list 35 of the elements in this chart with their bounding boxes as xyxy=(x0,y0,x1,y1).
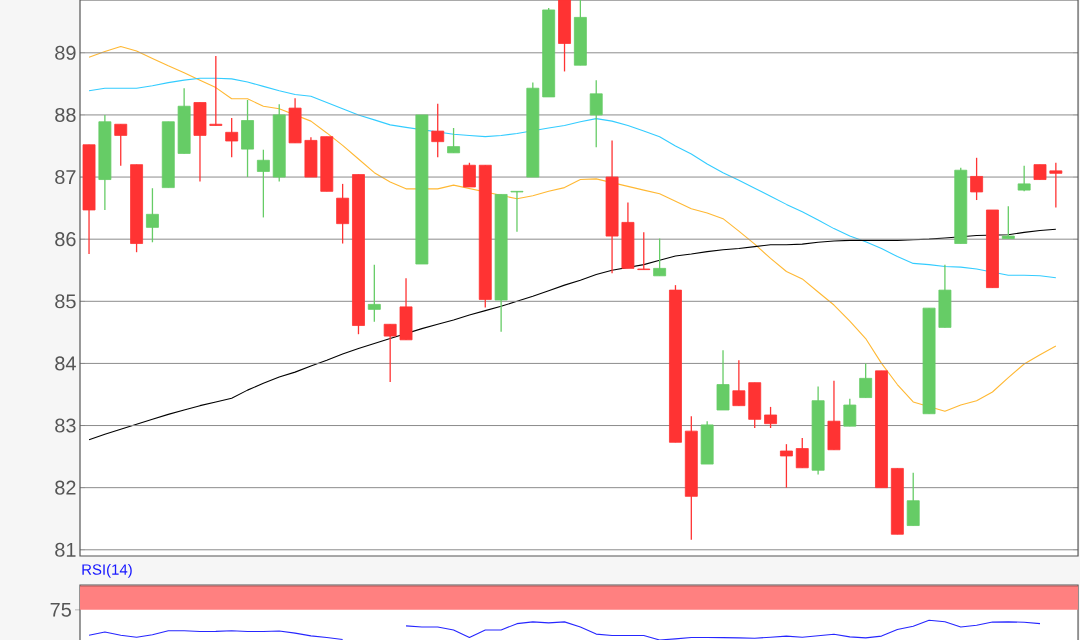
candlestick xyxy=(225,117,239,158)
y-tick-label: 88 xyxy=(55,107,76,122)
candlestick xyxy=(764,406,777,429)
candlestick xyxy=(383,323,397,383)
candlestick xyxy=(1049,162,1063,209)
y-tick-label: 89 xyxy=(55,45,76,60)
candlestick xyxy=(779,443,793,489)
candlestick xyxy=(795,437,809,469)
candlestick xyxy=(732,359,746,407)
text: 75 xyxy=(50,602,71,617)
y-tick-label: 87 xyxy=(55,170,76,185)
candlestick xyxy=(1001,205,1015,240)
candlestick xyxy=(447,127,460,154)
chart-title: RSI(14) xyxy=(82,563,132,578)
candlestick xyxy=(1017,165,1031,192)
candlestick xyxy=(114,123,128,167)
candlestick xyxy=(589,79,603,148)
candlestick xyxy=(970,157,984,201)
candlestick xyxy=(209,55,223,127)
y-tick-label: 81 xyxy=(55,542,76,557)
y-tick-label: 83 xyxy=(55,418,76,433)
candlestick xyxy=(256,149,270,219)
candlestick xyxy=(510,190,524,233)
y-tick-label: 86 xyxy=(55,232,76,247)
candlestick xyxy=(463,162,476,188)
candlestick xyxy=(653,237,667,277)
candlestick xyxy=(367,263,381,323)
y-tick-label: 84 xyxy=(55,356,76,371)
candlestick xyxy=(637,231,651,271)
y-tick-label: 85 xyxy=(55,294,76,309)
candlestick xyxy=(859,362,873,399)
candlestick xyxy=(431,103,445,158)
candlestick xyxy=(843,398,857,427)
y-tick-label: 82 xyxy=(55,480,76,495)
candlestick xyxy=(146,187,159,243)
